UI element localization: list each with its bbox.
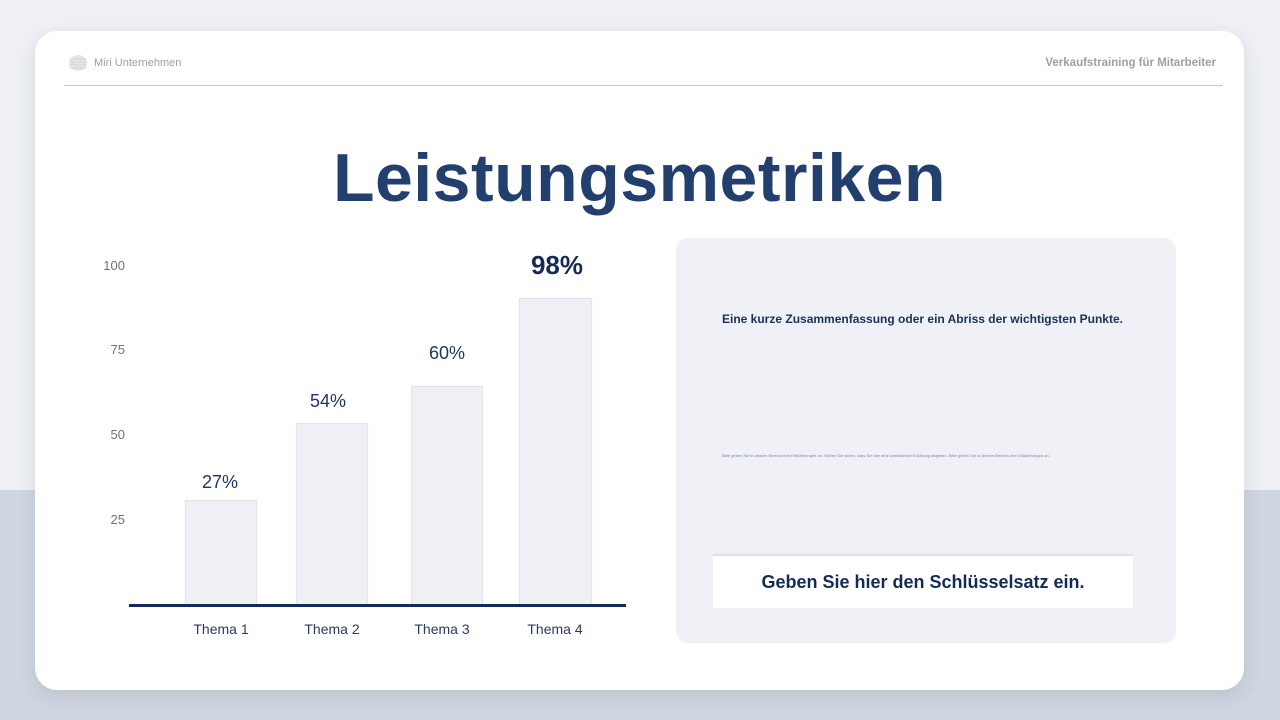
bar-thema-4 [519, 298, 592, 605]
stacked-discs-logo-icon [69, 55, 87, 71]
summary-text: Eine kurze Zusammenfassung oder ein Abri… [722, 312, 1123, 326]
y-tick-100: 100 [103, 258, 125, 273]
explanation-text: Bitte geben Sie in diesem Bereich Ihre E… [722, 453, 1050, 458]
key-phrase-box[interactable]: Geben Sie hier den Schlüsselsatz ein. [713, 554, 1133, 608]
bar-thema-3 [411, 386, 483, 605]
header-divider [64, 85, 1223, 86]
x-label-thema-1: Thema 1 [193, 621, 249, 637]
x-label-thema-2: Thema 2 [304, 621, 360, 637]
summary-panel: Eine kurze Zusammenfassung oder ein Abri… [676, 238, 1176, 643]
y-tick-75: 75 [110, 342, 125, 357]
page-title: Leistungsmetriken [332, 140, 947, 216]
y-tick-50: 50 [110, 427, 125, 442]
x-axis-line [129, 604, 626, 607]
bar-value-label: 60% [428, 343, 466, 363]
x-label-thema-4: Thema 4 [527, 621, 583, 637]
y-tick-25: 25 [110, 512, 125, 527]
bar-thema-2 [296, 423, 368, 605]
company-logo: Miri Unternehmen [68, 54, 181, 72]
presentation-subtitle: Verkaufstraining für Mitarbeiter [1045, 57, 1216, 69]
bar-value-label: 27% [201, 472, 239, 492]
bar-value-label: 54% [309, 391, 347, 411]
slide-card: Miri Unternehmen Verkaufstraining für Mi… [35, 31, 1244, 690]
x-label-thema-3: Thema 3 [414, 621, 470, 637]
bar-value-label: 98% [530, 250, 584, 280]
company-name: Miri Unternehmen [94, 57, 182, 69]
bar-thema-1 [185, 500, 257, 605]
